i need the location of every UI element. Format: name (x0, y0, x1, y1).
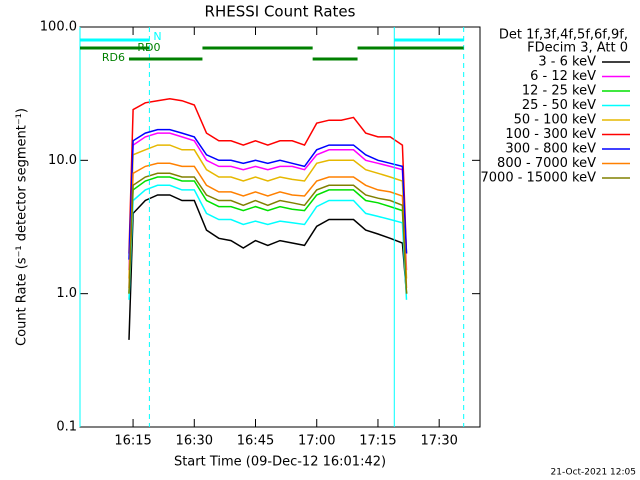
series-line (128, 184, 408, 300)
legend-label: 50 - 100 keV (514, 113, 597, 128)
legend-label: 300 - 800 keV (505, 142, 596, 157)
legend-title: Det 1f,3f,4f,5f,6f,9f, (499, 28, 628, 43)
series-line (128, 162, 408, 289)
y-tick-label: 100.0 (40, 20, 77, 35)
x-tick-label: 17:15 (359, 434, 396, 449)
legend-label: 3 - 6 keV (538, 55, 596, 70)
series-line (128, 97, 408, 254)
series-line (128, 176, 408, 294)
x-tick-label: 17:00 (298, 434, 335, 449)
y-axis-label: Count Rate (s⁻¹ detector segment⁻¹) (15, 108, 30, 346)
legend-label: 12 - 25 keV (522, 84, 596, 99)
chart-title: RHESSI Count Rates (205, 3, 356, 21)
x-axis-label: Start Time (09-Dec-12 16:01:42) (174, 455, 386, 470)
x-tick-label: 16:30 (176, 434, 213, 449)
legend-label: 25 - 50 keV (522, 98, 596, 113)
y-tick-label: 1.0 (56, 286, 77, 301)
flag-label: RD0 (137, 41, 160, 54)
legend-label: 7000 - 15000 keV (481, 171, 597, 186)
flag-label: N (153, 30, 161, 43)
x-tick-label: 16:45 (237, 434, 274, 449)
legend-label: 100 - 300 keV (505, 127, 596, 142)
series-line (128, 144, 408, 279)
legend-label: 6 - 12 keV (530, 69, 596, 84)
series-line (128, 128, 408, 260)
x-tick-label: 17:30 (420, 434, 457, 449)
series-line (128, 194, 408, 340)
y-tick-label: 10.0 (48, 153, 77, 168)
x-tick-label: 16:15 (114, 434, 151, 449)
legend-title: FDecim 3, Att 0 (527, 41, 628, 56)
y-tick-label: 0.1 (56, 420, 77, 435)
series-line (128, 172, 408, 294)
flag-label: RD6 (102, 51, 125, 64)
series-line (128, 132, 408, 271)
legend-label: 800 - 7000 keV (497, 156, 596, 171)
timestamp: 21-Oct-2021 12:05 (551, 468, 636, 478)
